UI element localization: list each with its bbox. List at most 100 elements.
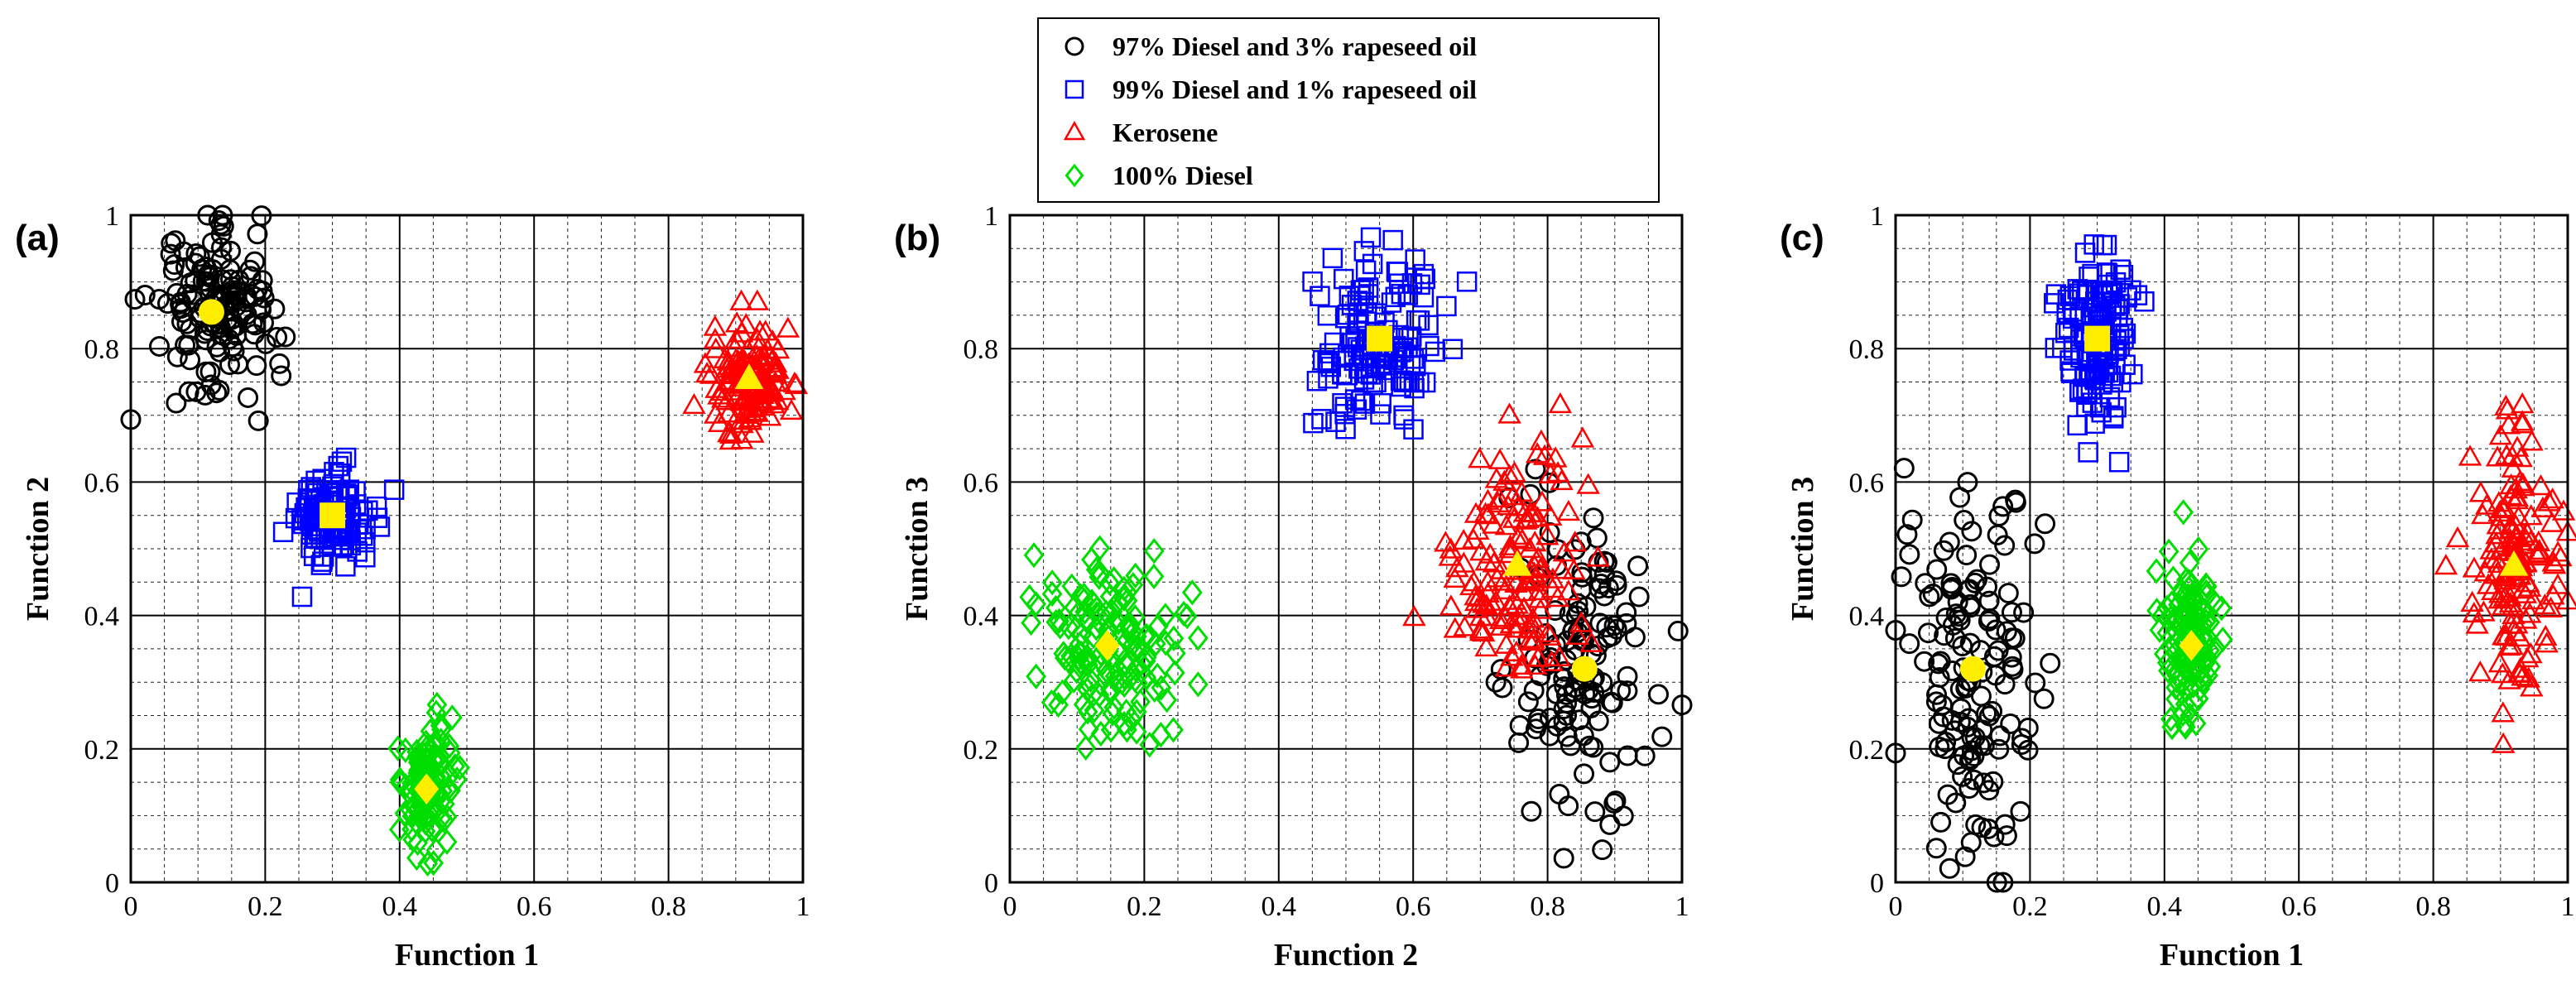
data-point xyxy=(2471,502,2495,525)
data-point xyxy=(2013,602,2035,623)
data-point xyxy=(175,334,196,356)
data-point xyxy=(1997,583,2019,604)
data-point xyxy=(2519,642,2543,664)
data-point xyxy=(1589,612,1611,634)
data-point xyxy=(2033,688,2055,709)
data-point xyxy=(2542,553,2567,574)
data-point xyxy=(1163,625,1185,651)
data-point xyxy=(2096,234,2117,256)
data-point xyxy=(355,546,376,568)
data-point xyxy=(310,555,332,575)
legend-marker-square xyxy=(1065,79,1084,99)
data-point xyxy=(2199,609,2221,636)
x-tick-label: 0 xyxy=(124,891,138,922)
data-point xyxy=(1563,619,1584,641)
data-point xyxy=(1599,814,1621,835)
data-point xyxy=(1404,377,1425,399)
data-point xyxy=(1049,608,1070,635)
data-point xyxy=(2109,335,2131,357)
y-tick-label: 0.2 xyxy=(1849,735,1885,766)
x-axis-title: Function 1 xyxy=(2160,938,2304,973)
data-point xyxy=(1466,518,1490,540)
data-point xyxy=(1498,534,1522,556)
data-point xyxy=(1126,718,1147,745)
data-point xyxy=(1545,585,1570,608)
data-point xyxy=(252,312,274,334)
data-point xyxy=(1303,412,1324,434)
data-point xyxy=(251,299,272,320)
data-point xyxy=(1992,496,2014,517)
data-point xyxy=(1456,271,1478,292)
data-point xyxy=(1560,735,1581,757)
data-point xyxy=(1393,409,1415,430)
data-point xyxy=(1522,554,1547,576)
data-point xyxy=(2527,538,2551,560)
centroid-marker xyxy=(1367,325,1393,352)
data-point xyxy=(1058,614,1079,641)
data-point xyxy=(1502,507,1526,528)
data-point xyxy=(1387,262,1409,282)
data-point xyxy=(271,365,292,387)
data-point xyxy=(1392,370,1414,392)
data-point xyxy=(1476,488,1500,510)
data-point xyxy=(1988,738,2010,760)
data-point xyxy=(1546,715,1568,737)
data-point xyxy=(1482,551,1506,573)
data-point xyxy=(1353,291,1374,313)
data-point xyxy=(2010,800,2031,822)
data-point xyxy=(2025,672,2046,694)
data-point xyxy=(2519,504,2543,526)
data-point xyxy=(1425,341,1446,363)
data-point xyxy=(395,773,416,800)
data-point xyxy=(149,335,171,357)
data-point xyxy=(1596,551,1617,573)
centroid-marker xyxy=(1094,630,1120,661)
data-point xyxy=(1370,404,1391,425)
data-point xyxy=(2516,666,2540,688)
data-point xyxy=(2178,575,2199,602)
data-point xyxy=(1155,603,1176,629)
data-point xyxy=(1501,484,1526,506)
data-point xyxy=(1586,545,1610,567)
data-point xyxy=(1522,531,1547,552)
data-point xyxy=(269,353,291,374)
data-point xyxy=(335,556,356,577)
x-tick-label: 0.4 xyxy=(382,891,418,922)
data-point xyxy=(1583,507,1604,529)
data-point xyxy=(704,377,728,398)
data-point xyxy=(2479,547,2503,569)
data-point xyxy=(406,844,427,872)
data-point xyxy=(710,387,735,408)
data-point xyxy=(703,315,728,336)
panel-label: (c) xyxy=(1780,218,1824,258)
data-point xyxy=(1023,542,1045,569)
data-point xyxy=(1358,277,1379,298)
y-tick-label: 0.4 xyxy=(1849,602,1885,632)
data-point xyxy=(1100,680,1121,706)
data-point xyxy=(247,223,268,245)
data-point xyxy=(1617,680,1638,702)
x-tick-label: 0.8 xyxy=(2415,891,2451,922)
data-point xyxy=(293,513,314,535)
data-point xyxy=(423,849,445,877)
data-point xyxy=(2529,474,2553,496)
y-tick-label: 0.6 xyxy=(1849,468,1885,498)
x-axis-title: Function 2 xyxy=(1274,938,1418,973)
data-point xyxy=(1074,598,1095,625)
data-point xyxy=(2017,739,2039,761)
data-point xyxy=(1978,780,2000,801)
data-point xyxy=(1891,566,1912,588)
data-point xyxy=(1398,328,1419,348)
legend-label: 100% Diesel xyxy=(1113,161,1253,190)
data-point xyxy=(1494,656,1519,677)
data-point xyxy=(2098,284,2118,305)
data-point xyxy=(2156,620,2178,646)
data-point xyxy=(1443,566,1467,588)
y-tick-label: 0.2 xyxy=(964,735,999,766)
data-point xyxy=(2189,675,2211,702)
data-point xyxy=(1388,273,1410,294)
data-point xyxy=(1312,350,1334,371)
data-point xyxy=(2495,624,2519,646)
data-point xyxy=(219,329,240,350)
data-point xyxy=(1306,371,1328,392)
